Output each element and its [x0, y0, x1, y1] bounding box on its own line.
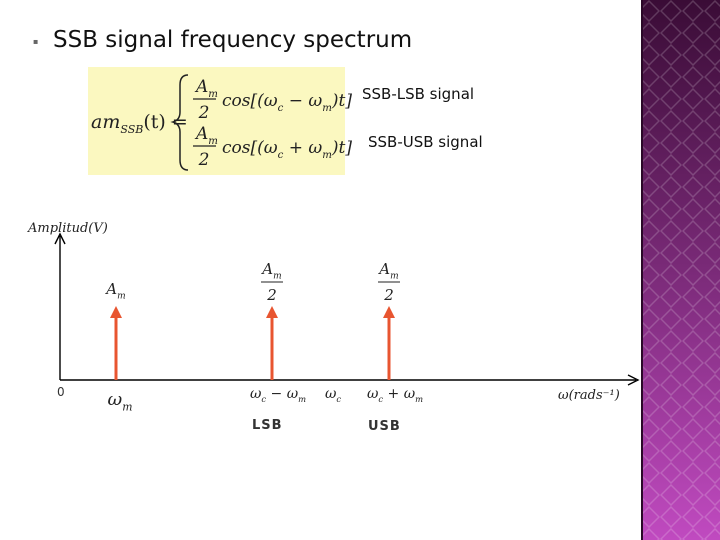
- subscript: m: [117, 292, 126, 302]
- symbol: A: [377, 260, 390, 278]
- math-text: ωm: [108, 389, 133, 413]
- denominator: 2: [198, 103, 210, 123]
- math-text: ωc: [325, 386, 341, 404]
- subscript: c: [261, 394, 266, 404]
- symbol: A: [194, 124, 208, 144]
- arrow-head: [266, 306, 278, 318]
- symbol: am: [91, 111, 120, 133]
- subscript: m: [208, 89, 218, 100]
- symbol: ω: [325, 386, 337, 402]
- bullet: ▪: [33, 37, 38, 46]
- x-axis-label: ω(rads⁻¹): [558, 388, 620, 403]
- case-label: SSB-LSB signal: [362, 85, 474, 103]
- subscript: c: [278, 103, 284, 114]
- arrow-head: [383, 306, 395, 318]
- formula-lhs: amSSB(t) =: [91, 111, 188, 136]
- subscript: SSB: [120, 123, 143, 136]
- arrow-head: [110, 306, 122, 318]
- denominator: 2: [198, 150, 210, 170]
- formula-box: [88, 67, 345, 175]
- symbol: cos[(ω: [222, 91, 278, 111]
- origin-label: 0: [57, 385, 65, 399]
- subscript: c: [336, 394, 341, 404]
- subscript: c: [378, 394, 383, 404]
- math-text: cos[(ωc + ωm)t]: [222, 138, 352, 161]
- math-text: ωc + ωm: [367, 386, 423, 404]
- symbol: ω: [367, 386, 379, 402]
- title: SSB signal frequency spectrum: [53, 27, 412, 53]
- y-axis-label: Amplitud(V): [27, 221, 108, 236]
- band-label: LSB: [252, 418, 283, 433]
- subscript: m: [390, 272, 399, 282]
- case-label: SSB-USB signal: [368, 133, 483, 151]
- symbol: ω: [108, 389, 123, 410]
- subscript: m: [122, 400, 132, 413]
- symbol: A: [104, 280, 117, 298]
- math-text: Am: [260, 260, 281, 282]
- math-text: ωc − ωm: [250, 386, 306, 404]
- symbol: − ω: [266, 386, 299, 402]
- symbol: A: [260, 260, 273, 278]
- symbol: (t) =: [143, 111, 187, 133]
- subscript: m: [208, 136, 218, 147]
- subscript: m: [322, 150, 332, 161]
- symbol: + ω: [383, 386, 416, 402]
- symbol: + ω: [283, 138, 322, 158]
- symbol: )t]: [331, 138, 352, 158]
- band-label: USB: [368, 419, 401, 434]
- math-text: Am: [377, 260, 398, 282]
- denominator: 2: [266, 286, 277, 304]
- subscript: m: [298, 394, 306, 404]
- symbol: cos[(ω: [222, 138, 278, 158]
- axes: [54, 232, 640, 386]
- brace: [170, 74, 189, 171]
- math-text: Am: [104, 280, 125, 302]
- denominator: 2: [383, 286, 394, 304]
- subscript: m: [415, 394, 423, 404]
- subscript: m: [273, 272, 282, 282]
- math-text: cos[(ωc − ωm)t]: [222, 91, 352, 114]
- math-text: Am: [194, 77, 218, 100]
- subscript: c: [278, 150, 284, 161]
- subscript: m: [322, 103, 332, 114]
- symbol: )t]: [331, 91, 352, 111]
- symbol: − ω: [283, 91, 322, 111]
- math-text: Am: [194, 124, 218, 147]
- side-band: [641, 0, 720, 540]
- symbol: A: [194, 77, 208, 97]
- symbol: ω: [250, 386, 262, 402]
